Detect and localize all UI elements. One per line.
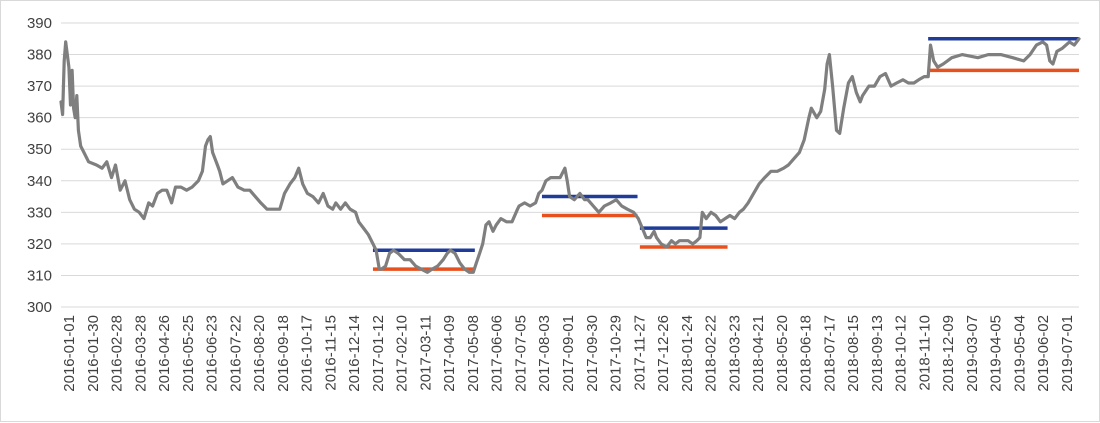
y-tick-label-350: 350 <box>27 141 52 158</box>
x-tick-label: 2017-11-27 <box>631 315 648 391</box>
x-tick-label: 2016-12-14 <box>346 315 363 392</box>
x-tick-label: 2016-01-30 <box>85 315 102 392</box>
x-tick-label: 2018-04-21 <box>750 315 767 392</box>
y-tick-label-300: 300 <box>27 299 52 316</box>
x-tick-label: 2019-06-02 <box>1035 315 1052 392</box>
x-tick-label: 2018-11-10 <box>916 315 933 391</box>
x-tick-label: 2018-03-23 <box>726 315 743 392</box>
x-tick-label: 2017-01-12 <box>370 315 387 392</box>
x-tick-label: 2017-08-03 <box>536 315 553 392</box>
x-tick-label: 2019-05-04 <box>1011 315 1028 392</box>
y-tick-label-360: 360 <box>27 110 52 127</box>
x-tick-label: 2017-06-06 <box>489 315 506 392</box>
series-line-1 <box>59 37 1081 274</box>
x-tick-label: 2017-09-01 <box>560 315 577 392</box>
x-tick-label: 2018-12-09 <box>940 315 957 392</box>
x-tick-label: 2017-04-09 <box>441 315 458 392</box>
x-axis-tick-labels: 2016-01-01 2016-01-30 2016-02-28 2016-03-28… <box>61 315 1076 392</box>
x-tick-label: 2018-02-22 <box>703 315 720 392</box>
x-tick-label: 2019-03-07 <box>964 315 981 392</box>
x-tick-label: 2018-01-24 <box>679 315 696 392</box>
x-tick-label: 2017-09-30 <box>584 315 601 392</box>
price-series <box>59 37 1081 274</box>
x-tick-label: 2017-02-10 <box>394 315 411 392</box>
x-tick-label: 2016-01-01 <box>61 315 78 392</box>
gridlines <box>61 22 1079 308</box>
y-tick-label-390: 390 <box>27 15 52 32</box>
y-tick-label-370: 370 <box>27 78 52 95</box>
x-tick-label: 2017-05-08 <box>465 315 482 392</box>
y-tick-label-330: 330 <box>27 204 52 221</box>
x-tick-label: 2016-04-26 <box>156 315 173 392</box>
y-tick-label-380: 380 <box>27 47 52 64</box>
x-tick-label: 2016-07-22 <box>227 315 244 392</box>
x-tick-label: 2018-09-13 <box>869 315 886 392</box>
x-tick-label: 2018-05-20 <box>774 315 791 392</box>
x-tick-label: 2019-07-01 <box>1059 315 1076 392</box>
y-tick-label-340: 340 <box>27 173 52 190</box>
x-tick-label: 2018-08-15 <box>845 315 862 392</box>
x-tick-label: 2016-03-28 <box>132 315 149 392</box>
x-tick-label: 2018-07-17 <box>821 315 838 392</box>
x-tick-label: 2018-06-18 <box>798 315 815 392</box>
x-tick-label: 2016-05-25 <box>180 315 197 392</box>
y-tick-label-320: 320 <box>27 236 52 253</box>
x-tick-label: 2016-10-17 <box>299 315 316 392</box>
x-tick-label: 2017-10-29 <box>608 315 625 392</box>
x-tick-label: 2017-07-05 <box>512 315 529 392</box>
x-tick-label: 2017-03-11 <box>417 315 434 391</box>
x-tick-label: 2019-04-05 <box>988 315 1005 392</box>
x-tick-label: 2017-12-26 <box>655 315 672 392</box>
x-tick-label: 2018-10-12 <box>893 315 910 392</box>
x-tick-label: 2016-11-15 <box>322 315 339 391</box>
x-tick-label: 2016-02-28 <box>109 315 126 392</box>
y-tick-label-310: 310 <box>27 267 52 284</box>
x-tick-label: 2016-08-20 <box>251 315 268 392</box>
y-axis-tick-labels: 300 310 320 330 340 350 360 370 380 390 <box>27 15 52 316</box>
level-lines <box>372 37 1079 271</box>
x-tick-label: 2016-06-23 <box>204 315 221 392</box>
x-tick-label: 2016-09-18 <box>275 315 292 392</box>
